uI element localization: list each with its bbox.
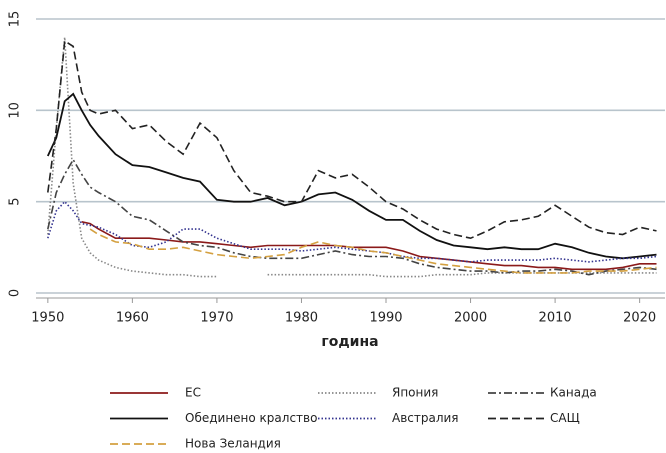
legend-label: Нова Зеландия bbox=[185, 437, 281, 451]
y-tick-label: 15 bbox=[8, 11, 23, 28]
x-tick-label: 1960 bbox=[116, 311, 149, 326]
series-line bbox=[47, 158, 657, 276]
y-tick-label: 0 bbox=[8, 289, 23, 297]
legend-label: ЕС bbox=[185, 386, 201, 400]
series-line bbox=[46, 92, 657, 260]
x-axis-label: година bbox=[321, 334, 378, 350]
series-line bbox=[89, 228, 657, 274]
x-tick-label: 1980 bbox=[285, 311, 318, 326]
legend-label: Обединено кралство bbox=[185, 411, 317, 425]
legend-label: САЩ bbox=[550, 411, 580, 425]
legend-label: Япония bbox=[392, 386, 438, 400]
x-tick-label: 2020 bbox=[623, 311, 656, 326]
legend-label: Канада bbox=[550, 386, 597, 400]
series-line bbox=[47, 200, 657, 263]
series-line bbox=[81, 221, 657, 271]
series-line bbox=[47, 37, 657, 278]
x-tick-label: 1950 bbox=[31, 311, 64, 326]
series-line bbox=[47, 39, 657, 240]
x-tick-label: 2010 bbox=[539, 311, 572, 326]
y-tick-label: 10 bbox=[8, 102, 23, 119]
y-tick-label: 5 bbox=[8, 198, 23, 206]
x-tick-label: 1990 bbox=[369, 311, 402, 326]
legend-label: Австралия bbox=[392, 411, 459, 425]
x-tick-label: 1970 bbox=[200, 311, 233, 326]
x-tick-label: 2000 bbox=[454, 311, 487, 326]
